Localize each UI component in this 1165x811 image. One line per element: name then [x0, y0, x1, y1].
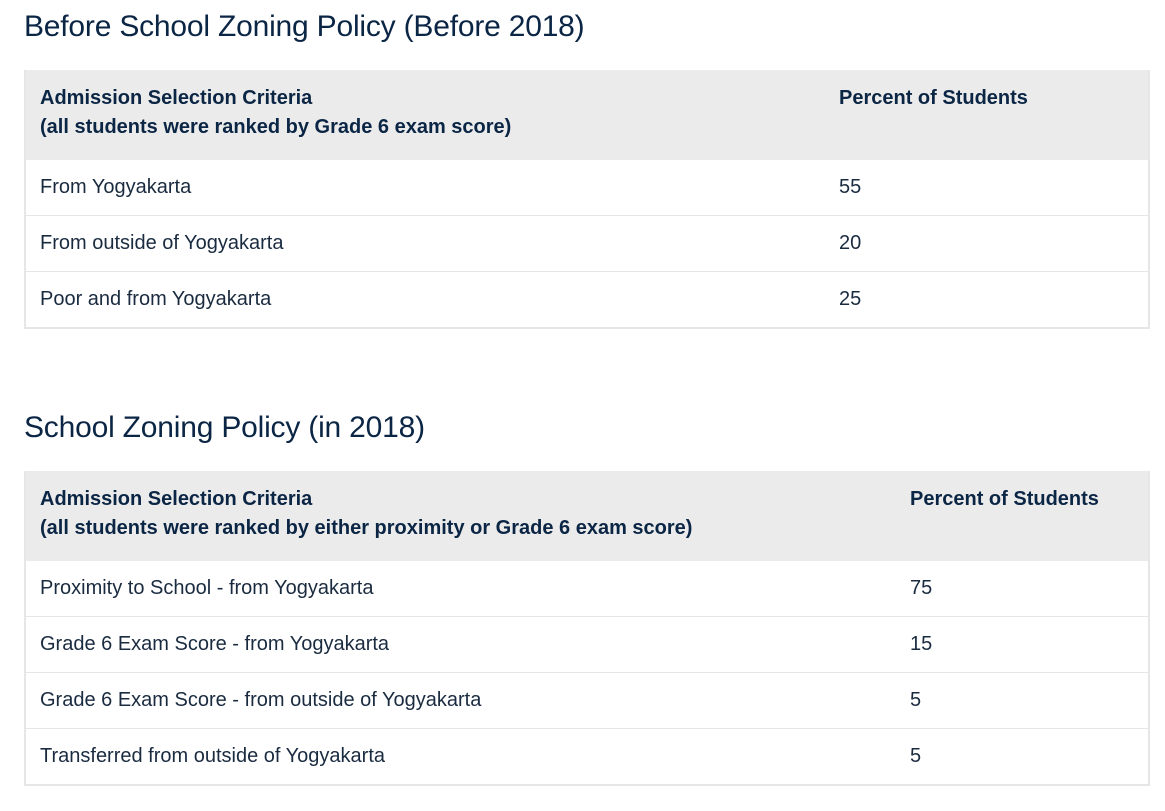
criteria-header-line2: (all students were ranked by either prox…: [40, 517, 693, 539]
table-row: Grade 6 Exam Score - from Yogyakarta 15: [25, 616, 1149, 673]
section-before-zoning: Before School Zoning Policy (Before 2018…: [24, 9, 1150, 329]
percent-cell: 15: [896, 616, 1149, 673]
criteria-column-header: Admission Selection Criteria (all studen…: [25, 471, 896, 561]
table-row: From outside of Yogyakarta 20: [25, 215, 1149, 272]
percent-column-header: Percent of Students: [910, 488, 1099, 510]
criteria-header-line2: (all students were ranked by Grade 6 exa…: [40, 116, 512, 138]
criteria-header-line1: Admission Selection Criteria: [40, 87, 313, 109]
criteria-cell: From outside of Yogyakarta: [25, 215, 825, 272]
percent-cell: 75: [910, 577, 933, 599]
table-header-row: Admission Selection Criteria (all studen…: [25, 70, 1149, 160]
section-title: Before School Zoning Policy (Before 2018…: [24, 10, 585, 43]
criteria-column-header: Admission Selection Criteria (all studen…: [25, 70, 825, 160]
table-row: Grade 6 Exam Score - from outside of Yog…: [25, 672, 1149, 729]
table-header-row: Admission Selection Criteria (all studen…: [25, 471, 1149, 561]
criteria-cell: Transferred from outside of Yogyakarta: [25, 728, 896, 785]
zoning-2018-table: Admission Selection Criteria (all studen…: [24, 471, 1150, 786]
criteria-header-line1: Admission Selection Criteria: [40, 488, 313, 510]
criteria-cell: Grade 6 Exam Score - from outside of Yog…: [25, 672, 896, 729]
criteria-cell: Proximity to School - from Yogyakarta: [40, 577, 374, 599]
percent-cell: 5: [896, 728, 1149, 785]
table-row: Proximity to School - from Yogyakarta 75: [25, 561, 1149, 617]
percent-cell: 25: [825, 271, 1149, 328]
criteria-cell: From Yogyakarta: [40, 176, 192, 198]
criteria-cell: Poor and from Yogyakarta: [25, 271, 825, 328]
table-row: From Yogyakarta 55: [25, 160, 1149, 216]
percent-cell: 20: [825, 215, 1149, 272]
table-row: Poor and from Yogyakarta 25: [25, 271, 1149, 328]
criteria-cell: Grade 6 Exam Score - from Yogyakarta: [25, 616, 896, 673]
section-title: School Zoning Policy (in 2018): [24, 411, 425, 444]
table-row: Transferred from outside of Yogyakarta 5: [25, 728, 1149, 785]
percent-cell: 5: [896, 672, 1149, 729]
before-zoning-table: Admission Selection Criteria (all studen…: [24, 70, 1150, 329]
percent-cell: 55: [839, 176, 862, 198]
percent-column-header: Percent of Students: [839, 87, 1028, 109]
section-zoning-2018: School Zoning Policy (in 2018) Admission…: [24, 410, 1150, 786]
